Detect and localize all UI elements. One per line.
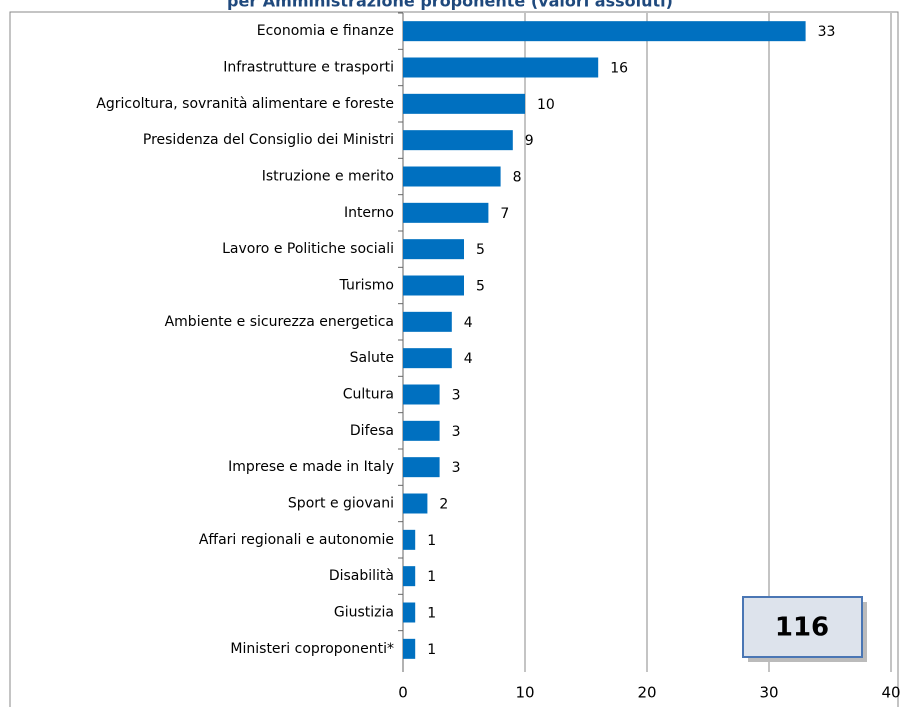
bar (403, 202, 489, 223)
bar (403, 602, 416, 623)
x-tick-label: 20 (637, 684, 656, 702)
y-tick-label: Cultura (343, 387, 394, 403)
bar (403, 420, 440, 441)
data-label: 8 (513, 170, 522, 186)
bar (403, 384, 440, 405)
bar (403, 166, 501, 187)
bar (403, 566, 416, 587)
y-tick-label: Agricoltura, sovranità alimentare e fore… (96, 96, 394, 112)
y-tick-label: Interno (344, 205, 394, 221)
bar (403, 529, 416, 550)
data-label: 5 (476, 242, 485, 258)
x-tick-label: 0 (398, 684, 408, 702)
y-tick-label: Infrastrutture e trasporti (223, 60, 394, 76)
annotation-box (742, 596, 863, 658)
bar (403, 93, 525, 114)
data-label: 1 (427, 642, 436, 658)
y-tick-label: Difesa (350, 423, 394, 439)
data-label: 1 (427, 569, 436, 585)
y-tick-label: Ambiente e sicurezza energetica (165, 314, 394, 330)
y-tick-label: Istruzione e merito (262, 169, 394, 185)
x-tick-label: 30 (759, 684, 778, 702)
y-tick-label: Economia e finanze (257, 23, 394, 39)
data-label: 10 (537, 97, 555, 113)
data-label: 5 (476, 279, 485, 295)
data-label: 33 (818, 24, 836, 40)
bar (403, 457, 440, 478)
bar (403, 130, 513, 151)
data-label: 4 (464, 351, 473, 367)
bar (403, 57, 599, 78)
y-tick-label: Imprese e made in Italy (228, 459, 394, 475)
frame (9, 11, 899, 707)
data-label: 2 (439, 497, 448, 513)
data-label: 9 (525, 133, 534, 149)
y-tick-label: Sport e giovani (288, 496, 394, 512)
bar (403, 275, 464, 296)
y-tick-label: Turismo (339, 278, 394, 294)
bar (403, 638, 416, 659)
data-label: 3 (452, 424, 461, 440)
y-tick-label: Ministeri coproponenti* (230, 641, 394, 657)
x-tick-label: 10 (515, 684, 534, 702)
y-tick-label: Presidenza del Consiglio dei Ministri (143, 132, 394, 148)
bar (403, 493, 428, 514)
bar (403, 239, 464, 260)
bar (403, 348, 452, 369)
y-tick-label: Salute (350, 350, 394, 366)
chart-title: per Amministrazione proponente (valori a… (227, 0, 673, 11)
data-label: 7 (500, 206, 509, 222)
y-tick-label: Giustizia (334, 605, 394, 621)
y-tick-label: Disabilità (329, 568, 394, 584)
data-label: 3 (452, 460, 461, 476)
data-label: 3 (452, 388, 461, 404)
data-label: 16 (610, 61, 628, 77)
x-tick-label: 40 (881, 684, 900, 702)
y-tick-label: Lavoro e Politiche sociali (222, 241, 394, 257)
data-label: 4 (464, 315, 473, 331)
bar (403, 311, 452, 332)
y-tick-label: Affari regionali e autonomie (199, 532, 394, 548)
bar (403, 21, 806, 42)
data-label: 1 (427, 606, 436, 622)
data-label: 1 (427, 533, 436, 549)
annotation: 116 (775, 613, 829, 643)
